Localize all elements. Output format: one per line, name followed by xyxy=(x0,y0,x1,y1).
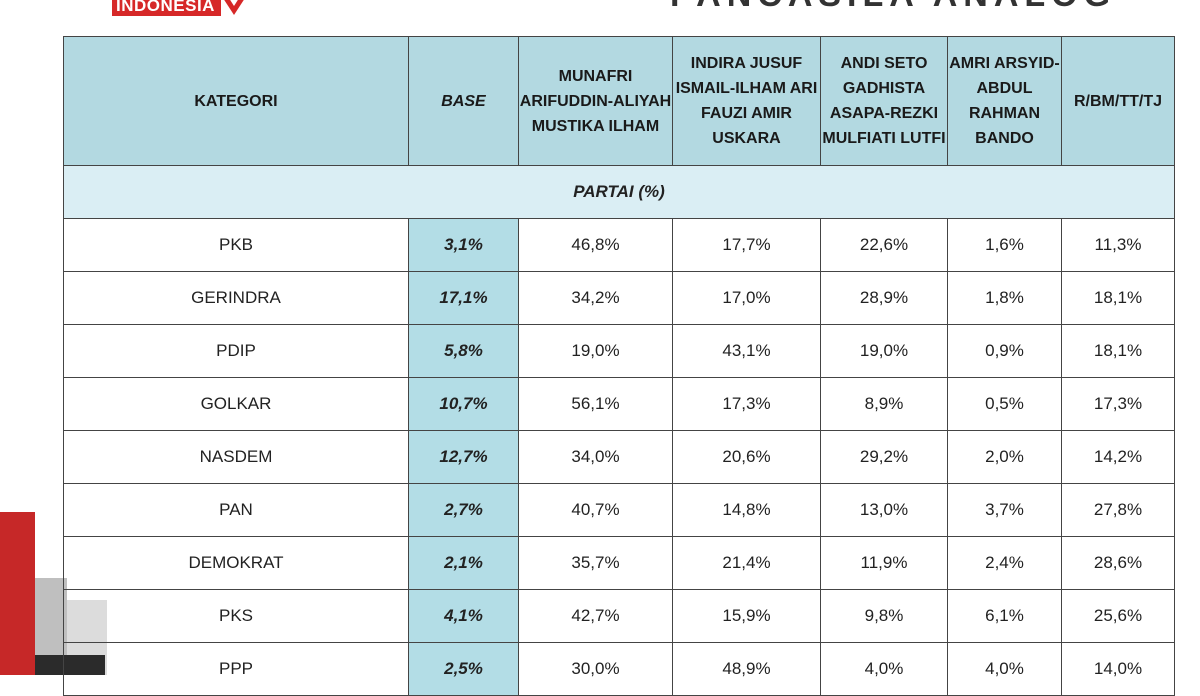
party-cell: GOLKAR xyxy=(63,377,409,431)
base-cell: 12,7% xyxy=(408,430,519,484)
header-candidate-4: AMRI ARSYID-ABDUL RAHMAN BANDO xyxy=(947,36,1062,166)
header-undecided: R/BM/TT/TJ xyxy=(1061,36,1175,166)
party-cell: PKB xyxy=(63,218,409,272)
candidate-1-cell: 46,8% xyxy=(518,218,673,272)
undecided-cell: 27,8% xyxy=(1061,483,1175,537)
candidate-4-cell: 1,8% xyxy=(947,271,1062,325)
logo-text: INDONESIA xyxy=(112,0,221,16)
undecided-cell: 28,6% xyxy=(1061,536,1175,590)
candidate-1-cell: 40,7% xyxy=(518,483,673,537)
table-row: PKS 4,1% 42,7% 15,9% 9,8% 6,1% 25,6% xyxy=(63,589,1175,643)
candidate-4-cell: 2,4% xyxy=(947,536,1062,590)
candidate-3-cell: 22,6% xyxy=(820,218,948,272)
base-cell: 10,7% xyxy=(408,377,519,431)
candidate-1-cell: 42,7% xyxy=(518,589,673,643)
party-cell: NASDEM xyxy=(63,430,409,484)
base-cell: 2,1% xyxy=(408,536,519,590)
table-row: GERINDRA 17,1% 34,2% 17,0% 28,9% 1,8% 18,1% xyxy=(63,271,1175,325)
candidate-2-cell: 43,1% xyxy=(672,324,821,378)
undecided-cell: 11,3% xyxy=(1061,218,1175,272)
base-cell: 3,1% xyxy=(408,218,519,272)
candidate-2-cell: 17,3% xyxy=(672,377,821,431)
candidate-3-cell: 28,9% xyxy=(820,271,948,325)
undecided-cell: 14,0% xyxy=(1061,642,1175,696)
candidate-2-cell: 48,9% xyxy=(672,642,821,696)
candidate-2-cell: 14,8% xyxy=(672,483,821,537)
candidate-2-cell: 15,9% xyxy=(672,589,821,643)
base-cell: 2,7% xyxy=(408,483,519,537)
party-cell: GERINDRA xyxy=(63,271,409,325)
candidate-4-cell: 3,7% xyxy=(947,483,1062,537)
base-cell: 5,8% xyxy=(408,324,519,378)
survey-table: KATEGORI BASE MUNAFRI ARIFUDDIN-ALIYAH M… xyxy=(63,36,1175,696)
base-cell: 17,1% xyxy=(408,271,519,325)
undecided-cell: 17,3% xyxy=(1061,377,1175,431)
table-row: PKB 3,1% 46,8% 17,7% 22,6% 1,6% 11,3% xyxy=(63,218,1175,272)
candidate-4-cell: 6,1% xyxy=(947,589,1062,643)
candidate-4-cell: 2,0% xyxy=(947,430,1062,484)
table-header-row: KATEGORI BASE MUNAFRI ARIFUDDIN-ALIYAH M… xyxy=(63,36,1175,166)
candidate-4-cell: 0,5% xyxy=(947,377,1062,431)
header-kategori: KATEGORI xyxy=(63,36,409,166)
candidate-3-cell: 4,0% xyxy=(820,642,948,696)
candidate-4-cell: 4,0% xyxy=(947,642,1062,696)
brand-logo: INDONESIA xyxy=(112,0,247,16)
party-cell: DEMOKRAT xyxy=(63,536,409,590)
undecided-cell: 18,1% xyxy=(1061,271,1175,325)
base-cell: 4,1% xyxy=(408,589,519,643)
candidate-3-cell: 11,9% xyxy=(820,536,948,590)
decorative-bar-red xyxy=(0,512,35,675)
header-candidate-3: ANDI SETO GADHISTA ASAPA-REZKI MULFIATI … xyxy=(820,36,948,166)
logo-chevron-icon xyxy=(224,0,244,15)
undecided-cell: 14,2% xyxy=(1061,430,1175,484)
candidate-3-cell: 9,8% xyxy=(820,589,948,643)
table-row: PAN 2,7% 40,7% 14,8% 13,0% 3,7% 27,8% xyxy=(63,483,1175,537)
undecided-cell: 18,1% xyxy=(1061,324,1175,378)
table-row: NASDEM 12,7% 34,0% 20,6% 29,2% 2,0% 14,2% xyxy=(63,430,1175,484)
candidate-2-cell: 17,0% xyxy=(672,271,821,325)
table-row: PDIP 5,8% 19,0% 43,1% 19,0% 0,9% 18,1% xyxy=(63,324,1175,378)
candidate-1-cell: 34,2% xyxy=(518,271,673,325)
candidate-1-cell: 34,0% xyxy=(518,430,673,484)
candidate-3-cell: 8,9% xyxy=(820,377,948,431)
table-row: PPP 2,5% 30,0% 48,9% 4,0% 4,0% 14,0% xyxy=(63,642,1175,696)
section-row: PARTAI (%) xyxy=(63,165,1175,219)
candidate-4-cell: 0,9% xyxy=(947,324,1062,378)
candidate-2-cell: 17,7% xyxy=(672,218,821,272)
candidate-3-cell: 29,2% xyxy=(820,430,948,484)
page-header-title: PANCASILA ANALOG xyxy=(670,0,1150,8)
candidate-3-cell: 19,0% xyxy=(820,324,948,378)
candidate-3-cell: 13,0% xyxy=(820,483,948,537)
base-cell: 2,5% xyxy=(408,642,519,696)
candidate-1-cell: 19,0% xyxy=(518,324,673,378)
party-cell: PPP xyxy=(63,642,409,696)
candidate-2-cell: 20,6% xyxy=(672,430,821,484)
candidate-1-cell: 35,7% xyxy=(518,536,673,590)
table-row: DEMOKRAT 2,1% 35,7% 21,4% 11,9% 2,4% 28,6% xyxy=(63,536,1175,590)
header-candidate-2: INDIRA JUSUF ISMAIL-ILHAM ARI FAUZI AMIR… xyxy=(672,36,821,166)
party-cell: PKS xyxy=(63,589,409,643)
candidate-2-cell: 21,4% xyxy=(672,536,821,590)
undecided-cell: 25,6% xyxy=(1061,589,1175,643)
candidate-4-cell: 1,6% xyxy=(947,218,1062,272)
party-cell: PAN xyxy=(63,483,409,537)
table-row: GOLKAR 10,7% 56,1% 17,3% 8,9% 0,5% 17,3% xyxy=(63,377,1175,431)
header-base: BASE xyxy=(408,36,519,166)
candidate-1-cell: 30,0% xyxy=(518,642,673,696)
candidate-1-cell: 56,1% xyxy=(518,377,673,431)
header-candidate-1: MUNAFRI ARIFUDDIN-ALIYAH MUSTIKA ILHAM xyxy=(518,36,673,166)
section-label: PARTAI (%) xyxy=(63,165,1175,219)
party-cell: PDIP xyxy=(63,324,409,378)
